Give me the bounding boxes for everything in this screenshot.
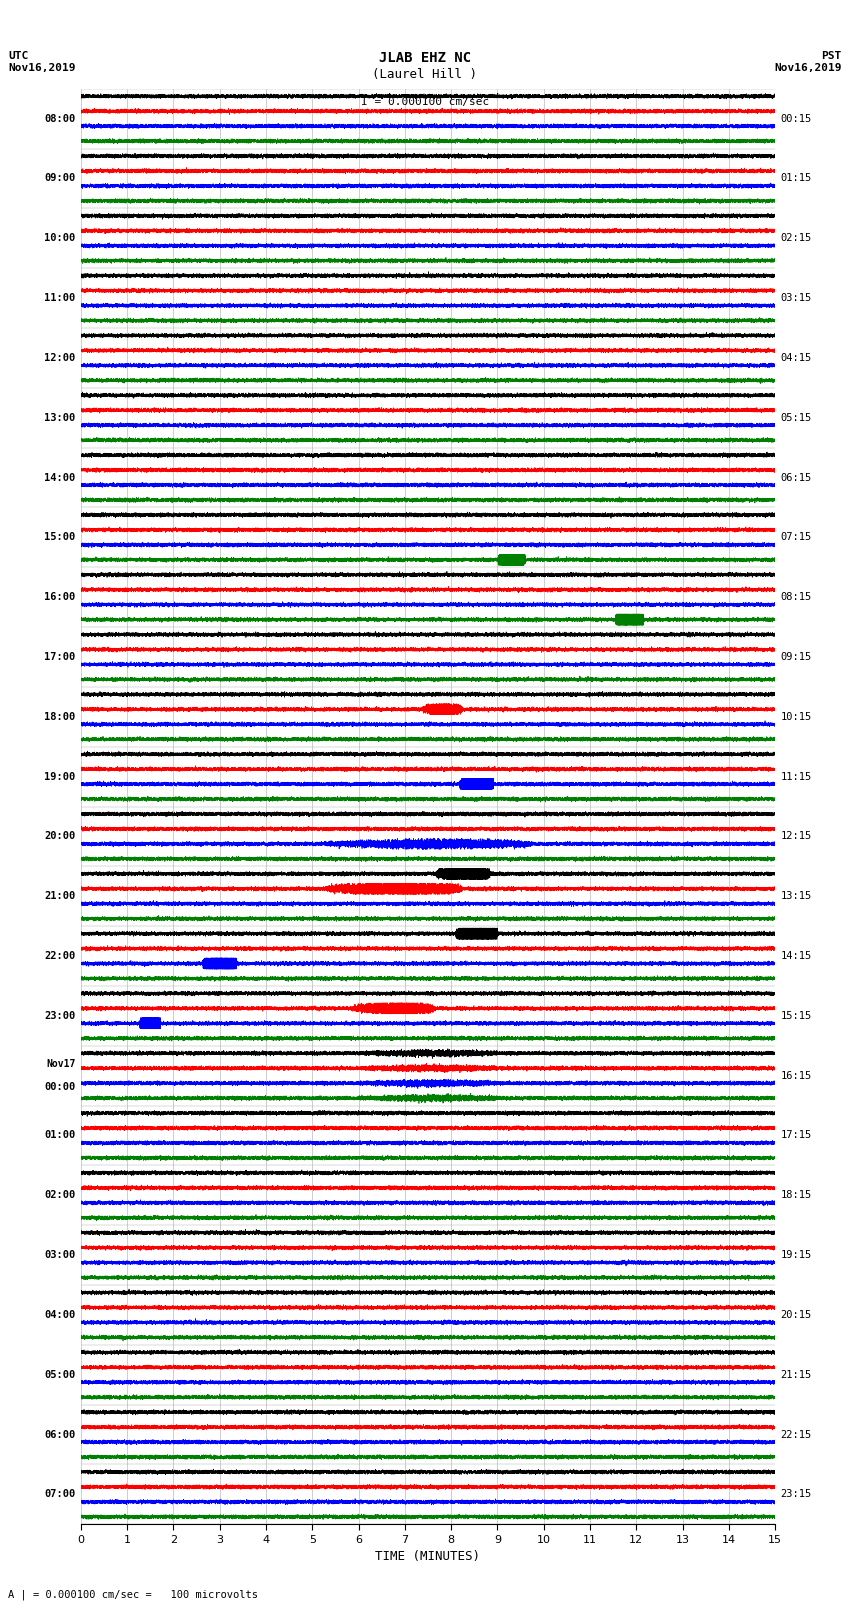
Text: 17:00: 17:00 <box>44 652 76 661</box>
Text: JLAB EHZ NC: JLAB EHZ NC <box>379 50 471 65</box>
Text: 20:15: 20:15 <box>780 1310 812 1319</box>
Text: 22:00: 22:00 <box>44 952 76 961</box>
Text: 03:15: 03:15 <box>780 294 812 303</box>
Text: PST
Nov16,2019: PST Nov16,2019 <box>774 52 842 73</box>
Text: UTC
Nov16,2019: UTC Nov16,2019 <box>8 52 76 73</box>
Text: 12:15: 12:15 <box>780 831 812 842</box>
Text: 08:00: 08:00 <box>44 113 76 124</box>
Text: 07:15: 07:15 <box>780 532 812 542</box>
Text: 14:15: 14:15 <box>780 952 812 961</box>
Text: 09:15: 09:15 <box>780 652 812 661</box>
Text: 10:00: 10:00 <box>44 234 76 244</box>
Text: 18:00: 18:00 <box>44 711 76 721</box>
Text: 01:15: 01:15 <box>780 174 812 184</box>
Text: 04:00: 04:00 <box>44 1310 76 1319</box>
Text: 01:00: 01:00 <box>44 1131 76 1140</box>
Text: (Laurel Hill ): (Laurel Hill ) <box>372 68 478 81</box>
Text: 05:00: 05:00 <box>44 1369 76 1379</box>
Text: 06:15: 06:15 <box>780 473 812 482</box>
Text: 17:15: 17:15 <box>780 1131 812 1140</box>
Text: 05:15: 05:15 <box>780 413 812 423</box>
Text: 00:15: 00:15 <box>780 113 812 124</box>
Text: 10:15: 10:15 <box>780 711 812 721</box>
Text: 19:15: 19:15 <box>780 1250 812 1260</box>
Text: 08:15: 08:15 <box>780 592 812 602</box>
Text: 11:15: 11:15 <box>780 771 812 782</box>
Text: 11:00: 11:00 <box>44 294 76 303</box>
Text: 07:00: 07:00 <box>44 1489 76 1500</box>
Text: 21:00: 21:00 <box>44 892 76 902</box>
Text: 23:00: 23:00 <box>44 1011 76 1021</box>
Text: 19:00: 19:00 <box>44 771 76 782</box>
Text: 04:15: 04:15 <box>780 353 812 363</box>
Text: 06:00: 06:00 <box>44 1429 76 1439</box>
Text: Nov17: Nov17 <box>46 1060 76 1069</box>
Text: 00:00: 00:00 <box>44 1082 76 1092</box>
Text: 16:00: 16:00 <box>44 592 76 602</box>
Text: 23:15: 23:15 <box>780 1489 812 1500</box>
Text: 22:15: 22:15 <box>780 1429 812 1439</box>
Text: 02:00: 02:00 <box>44 1190 76 1200</box>
Text: 21:15: 21:15 <box>780 1369 812 1379</box>
Text: 12:00: 12:00 <box>44 353 76 363</box>
Text: 20:00: 20:00 <box>44 831 76 842</box>
Text: 13:15: 13:15 <box>780 892 812 902</box>
Text: 03:00: 03:00 <box>44 1250 76 1260</box>
Text: 15:00: 15:00 <box>44 532 76 542</box>
Text: I = 0.000100 cm/sec: I = 0.000100 cm/sec <box>361 97 489 106</box>
Text: 09:00: 09:00 <box>44 174 76 184</box>
Text: 16:15: 16:15 <box>780 1071 812 1081</box>
Text: A | = 0.000100 cm/sec =   100 microvolts: A | = 0.000100 cm/sec = 100 microvolts <box>8 1589 258 1600</box>
Text: 14:00: 14:00 <box>44 473 76 482</box>
Text: 13:00: 13:00 <box>44 413 76 423</box>
Text: 02:15: 02:15 <box>780 234 812 244</box>
Text: 18:15: 18:15 <box>780 1190 812 1200</box>
X-axis label: TIME (MINUTES): TIME (MINUTES) <box>376 1550 480 1563</box>
Text: 15:15: 15:15 <box>780 1011 812 1021</box>
